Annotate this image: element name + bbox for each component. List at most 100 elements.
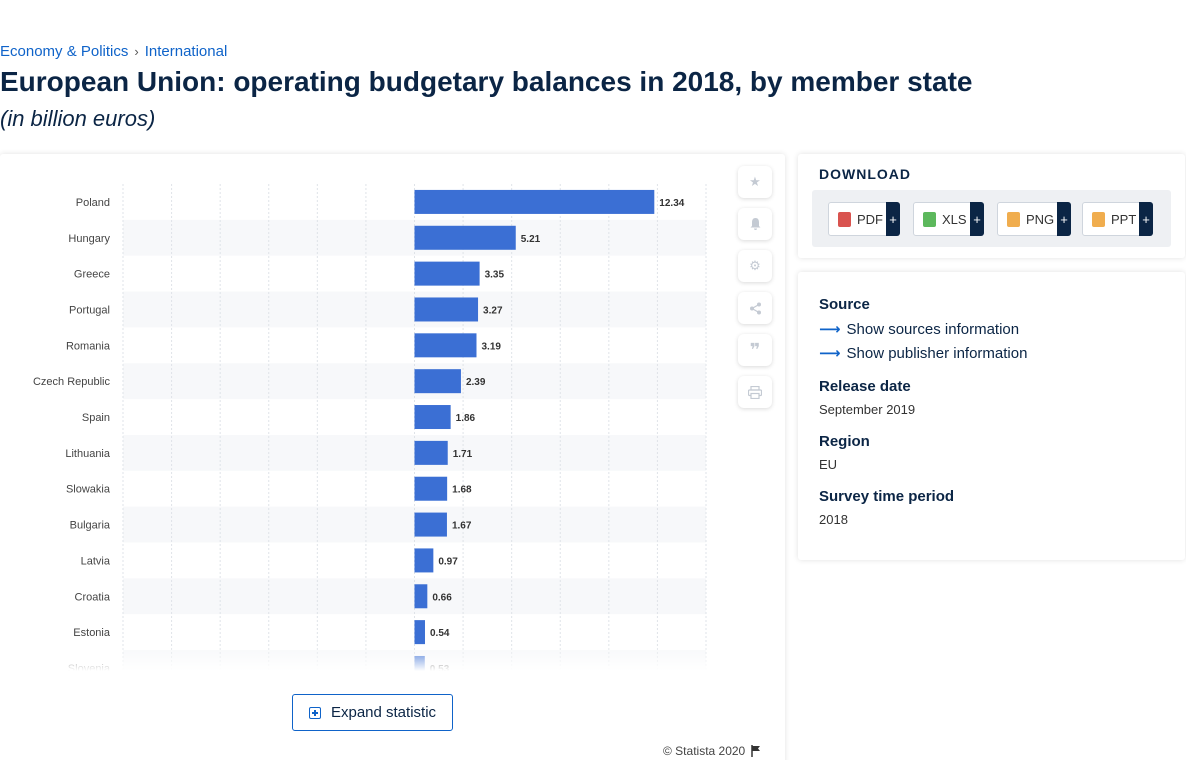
bar (414, 261, 480, 286)
bar (414, 512, 447, 537)
chart-fade-overlay (0, 644, 720, 674)
release-date-value: September 2019 (819, 402, 916, 417)
download-card: DOWNLOAD PDF + XLS + PNG + PPT + (798, 154, 1185, 258)
survey-period-label: Survey time period (819, 488, 955, 505)
download-ppt-label: PPT (1111, 211, 1137, 227)
release-date-label: Release date (819, 378, 911, 395)
download-xls-label: XLS (942, 211, 967, 227)
download-title: DOWNLOAD (819, 166, 911, 182)
download-pdf-plus: + (886, 202, 900, 236)
download-xls-button[interactable]: XLS + (913, 202, 984, 236)
show-publisher-link[interactable]: ⟶ Show publisher information (819, 344, 1028, 363)
bar (414, 584, 428, 609)
print-button[interactable] (738, 376, 772, 408)
data-label: 1.86 (456, 413, 476, 424)
data-label: 3.35 (485, 270, 505, 281)
category-label: Spain (82, 412, 110, 424)
category-label: Romania (66, 340, 111, 352)
data-label: 3.27 (483, 305, 503, 316)
expand-statistic-button[interactable]: Expand statistic (292, 694, 453, 731)
bar (414, 440, 448, 465)
download-pdf-label: PDF (857, 211, 883, 227)
ppt-icon (1092, 211, 1105, 227)
bar-chart: Poland 12.34 Hungary 5.21 Greece 3.35 Portugal… (33, 184, 707, 674)
gear-icon: ⚙ (749, 258, 761, 273)
data-label: 1.71 (453, 449, 473, 460)
data-label: 0.97 (438, 556, 458, 567)
category-label: Latvia (81, 555, 111, 567)
flag-icon[interactable] (751, 745, 761, 757)
chart-tools: ★ ⚙ ❞ (738, 166, 772, 408)
notification-button[interactable] (738, 208, 772, 240)
data-label: 3.19 (481, 341, 501, 352)
download-xls-plus: + (970, 202, 984, 236)
source-label: Source (819, 296, 870, 313)
page-title: European Union: operating budgetary bala… (0, 66, 973, 97)
data-label: 1.67 (452, 521, 472, 532)
arrow-right-icon: ⟶ (819, 321, 841, 338)
bar (414, 548, 434, 573)
share-icon (749, 302, 761, 314)
download-ppt-button[interactable]: PPT + (1082, 202, 1153, 236)
category-label: Hungary (68, 233, 110, 245)
bar (414, 476, 448, 501)
copyright: © Statista 2020 (663, 744, 761, 758)
copyright-text: © Statista 2020 (663, 744, 746, 758)
data-label: 0.54 (430, 628, 450, 639)
category-label: Czech Republic (33, 376, 111, 388)
category-label: Croatia (75, 591, 111, 603)
breadcrumb-item-international[interactable]: International (144, 43, 228, 60)
category-label: Portugal (69, 304, 110, 316)
show-publisher-label: Show publisher information (846, 344, 1028, 362)
download-png-plus: + (1057, 202, 1071, 236)
bell-icon (750, 218, 760, 230)
data-label: 2.39 (466, 377, 486, 388)
survey-period-value: 2018 (819, 512, 848, 527)
bar (414, 369, 461, 394)
download-ppt-plus: + (1139, 202, 1153, 236)
breadcrumb-separator: › (134, 44, 139, 59)
region-value: EU (819, 457, 838, 472)
show-sources-link[interactable]: ⟶ Show sources information (819, 320, 1020, 339)
expand-icon (308, 706, 321, 719)
bar (414, 189, 655, 214)
show-sources-label: Show sources information (846, 320, 1020, 338)
expand-statistic-label: Expand statistic (330, 704, 437, 721)
download-png-label: PNG (1026, 211, 1055, 227)
data-label: 0.66 (432, 592, 452, 603)
download-buttons: PDF + XLS + PNG + PPT + (812, 190, 1171, 247)
bar (414, 405, 451, 430)
xls-icon (923, 211, 936, 227)
category-label: Bulgaria (70, 520, 111, 532)
bar (414, 225, 516, 250)
bar (414, 333, 477, 358)
data-label: 1.68 (452, 485, 472, 496)
breadcrumb-item-economy[interactable]: Economy & Politics (0, 43, 129, 60)
download-png-button[interactable]: PNG + (997, 202, 1071, 236)
category-label: Slowakia (66, 484, 111, 496)
download-pdf-button[interactable]: PDF + (828, 202, 900, 236)
category-label: Lithuania (65, 448, 111, 460)
category-label: Poland (76, 197, 110, 209)
favorite-button[interactable]: ★ (738, 166, 772, 198)
page-subtitle: (in billion euros) (0, 106, 156, 131)
png-icon (1007, 211, 1020, 227)
quote-icon: ❞ (749, 340, 761, 360)
category-label: Estonia (73, 627, 111, 639)
chart-card: Poland 12.34 Hungary 5.21 Greece 3.35 Portugal… (0, 154, 785, 760)
info-card: Source ⟶ Show sources information ⟶ Show… (798, 272, 1185, 560)
bar (414, 297, 479, 322)
breadcrumb: Economy & Politics › International (0, 43, 227, 60)
arrow-right-icon: ⟶ (819, 345, 841, 362)
print-icon (748, 385, 762, 399)
star-icon: ★ (749, 174, 761, 189)
region-label: Region (819, 433, 870, 450)
share-button[interactable] (738, 292, 772, 324)
cite-button[interactable]: ❞ (738, 334, 772, 366)
pdf-icon (838, 211, 851, 227)
bar (414, 620, 425, 645)
category-label: Greece (74, 269, 110, 281)
settings-button[interactable]: ⚙ (738, 250, 772, 282)
data-label: 5.21 (521, 234, 541, 245)
data-label: 12.34 (659, 198, 684, 209)
